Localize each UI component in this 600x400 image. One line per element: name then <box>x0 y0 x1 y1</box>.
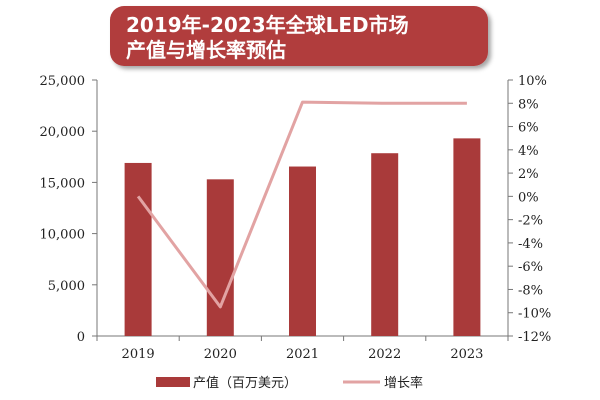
legend-line-label: 增长率 <box>384 375 423 391</box>
bar-2022 <box>371 153 399 336</box>
bar-2019 <box>124 162 152 336</box>
left-tick-label: 0 <box>77 330 85 345</box>
right-tick-label: 8% <box>518 97 539 112</box>
chart-title-line-2: 产值与增长率预估 <box>126 38 286 62</box>
chart-title-line-1: 2019年-2023年全球LED市场 <box>126 13 409 37</box>
right-tick-label: -8% <box>518 283 543 298</box>
line-series <box>136 100 467 309</box>
right-tick-label: 4% <box>518 144 539 159</box>
left-tick-label: 10,000 <box>40 228 86 243</box>
x-tick-label: 2022 <box>368 347 401 362</box>
right-tick-label: 0% <box>518 190 539 205</box>
legend-bar-label: 产值（百万美元） <box>193 375 297 391</box>
bar-series <box>124 138 481 336</box>
right-axis-ticks: -12% -10% -8% -6% -4% -2% 0% 2% 4% 6% 8% 10% <box>508 74 551 345</box>
legend: 产值（百万美元） 增长率 <box>156 375 423 391</box>
chart-title-box: 2019年-2023年全球LED市场 产值与增长率预估 <box>110 6 488 66</box>
right-tick-label: -6% <box>518 260 543 275</box>
x-tick-label: 2023 <box>450 347 483 362</box>
left-tick-label: 5,000 <box>48 279 85 294</box>
bar-2023 <box>453 138 481 336</box>
bar-2020 <box>206 179 234 336</box>
right-tick-label: 2% <box>518 167 539 182</box>
right-tick-label: -12% <box>518 330 551 345</box>
x-tick-label: 2019 <box>122 347 155 362</box>
right-tick-label: -2% <box>518 214 543 229</box>
right-tick-label: 6% <box>518 121 539 136</box>
right-tick-label: -4% <box>518 237 543 252</box>
right-tick-label: 10% <box>518 74 547 89</box>
bar-2021 <box>289 166 316 336</box>
left-tick-label: 15,000 <box>40 176 86 191</box>
left-tick-label: 25,000 <box>40 74 86 89</box>
x-tick-label: 2020 <box>204 347 237 362</box>
left-axis-ticks: 0 5,000 10,000 15,000 20,000 25,000 <box>40 74 97 345</box>
x-tick-label: 2021 <box>286 347 319 362</box>
title-background <box>110 6 488 66</box>
left-tick-label: 20,000 <box>40 125 86 140</box>
x-axis-ticks: 2019 2020 2021 2022 2023 <box>96 336 509 362</box>
legend-bar-swatch <box>156 377 190 387</box>
right-tick-label: -10% <box>518 307 551 322</box>
